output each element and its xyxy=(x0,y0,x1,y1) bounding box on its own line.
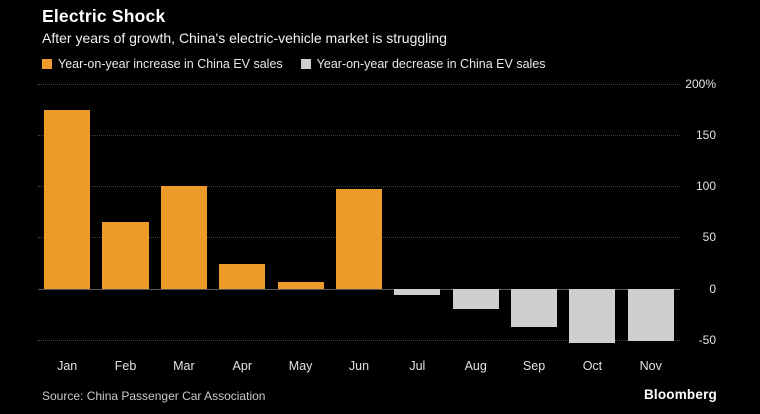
decrease-swatch-icon xyxy=(300,59,311,69)
bar-jun xyxy=(335,189,383,289)
increase-swatch-icon xyxy=(42,59,52,69)
bar-oct xyxy=(569,288,616,343)
bar-aug xyxy=(452,288,499,310)
y-tick-label-0: 0 xyxy=(709,281,716,296)
x-tick-label-jun: Jun xyxy=(348,359,370,373)
bloomberg-logo: Bloomberg xyxy=(643,387,717,402)
y-tick-label-50: 50 xyxy=(702,230,716,245)
gridline-200 xyxy=(38,84,680,85)
x-tick-label-mar: Mar xyxy=(173,359,195,373)
x-axis: Jan Feb Mar Apr May Jun Jul Aug Sep Oct Nov xyxy=(38,359,680,373)
x-tick-label-may: May xyxy=(288,359,313,373)
x-tick-label-jan: Jan xyxy=(57,359,78,373)
bar-sep xyxy=(511,288,558,328)
legend-label-decrease: Year-on-year decrease in China EV sales xyxy=(316,57,546,71)
x-tick-label-feb: Feb xyxy=(114,359,137,373)
gridline--50 xyxy=(38,339,680,341)
bar-mar xyxy=(160,186,207,289)
y-tick-label-150: 150 xyxy=(695,128,716,143)
x-tick-label-nov: Nov xyxy=(639,359,662,373)
bar-nov xyxy=(627,288,674,341)
x-tick-label-aug: Aug xyxy=(464,359,487,373)
source-attribution: Source: China Passenger Car Association xyxy=(42,389,266,403)
y-tick-label-100: 100 xyxy=(695,179,716,194)
plot-area xyxy=(38,84,680,350)
legend-item-decrease: Year-on-year decrease in China EV sales xyxy=(300,57,546,71)
y-tick-label-200: 200% xyxy=(685,77,716,91)
page-title: Electric Shock xyxy=(42,6,166,26)
legend-item-increase: Year-on-year increase in China EV sales xyxy=(42,57,283,71)
gridline-0 xyxy=(38,288,680,290)
x-tick-label-jul: Jul xyxy=(409,359,426,373)
x-tick-label-sep: Sep xyxy=(522,359,546,373)
bar-apr xyxy=(219,264,266,289)
legend: Year-on-year increase in China EV sales … xyxy=(42,57,546,71)
bar-jan xyxy=(44,109,91,289)
x-tick-label-oct: Oct xyxy=(582,359,603,373)
gridline-150 xyxy=(38,135,680,137)
bar-feb xyxy=(102,222,149,289)
y-axis: 200% 150 100 50 0 -50 xyxy=(680,77,716,350)
chart-subtitle: After years of growth, China's electric-… xyxy=(42,30,447,46)
y-tick-label--50: -50 xyxy=(698,332,716,347)
x-tick-label-apr: Apr xyxy=(232,359,252,373)
bar-may xyxy=(277,282,324,289)
gridline-100 xyxy=(38,186,680,188)
legend-label-increase: Year-on-year increase in China EV sales xyxy=(58,57,283,71)
bar-jul xyxy=(394,288,441,295)
